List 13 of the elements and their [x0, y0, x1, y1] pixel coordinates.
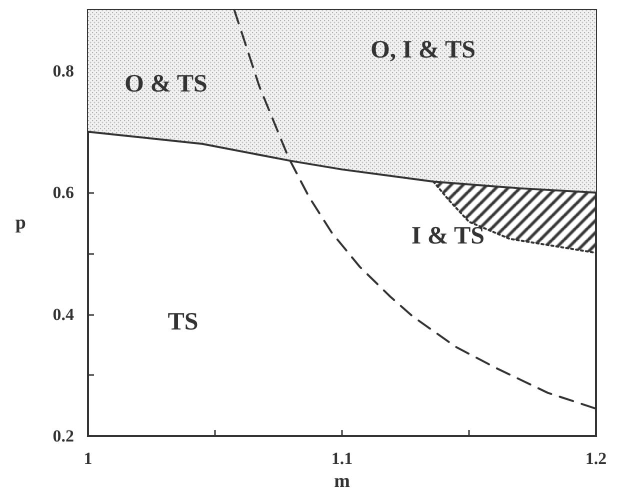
y-tick-label: 0.4: [52, 304, 74, 324]
x-tick-label: 1.1: [331, 449, 353, 468]
y-axis-title: p: [15, 212, 26, 234]
y-tick-label: 0.8: [52, 61, 74, 80]
y-tick-label: 0.6: [52, 183, 74, 202]
annotation: O & TS: [124, 70, 208, 98]
annotation: O, I & TS: [370, 36, 476, 64]
y-tick-label: 0.2: [52, 426, 74, 446]
annotation: I & TS: [411, 222, 485, 250]
x-tick-label: 1: [84, 449, 92, 468]
x-tick-label: 1.2: [585, 449, 607, 468]
annotation: TS: [168, 308, 198, 336]
x-axis-title: m: [334, 470, 350, 492]
